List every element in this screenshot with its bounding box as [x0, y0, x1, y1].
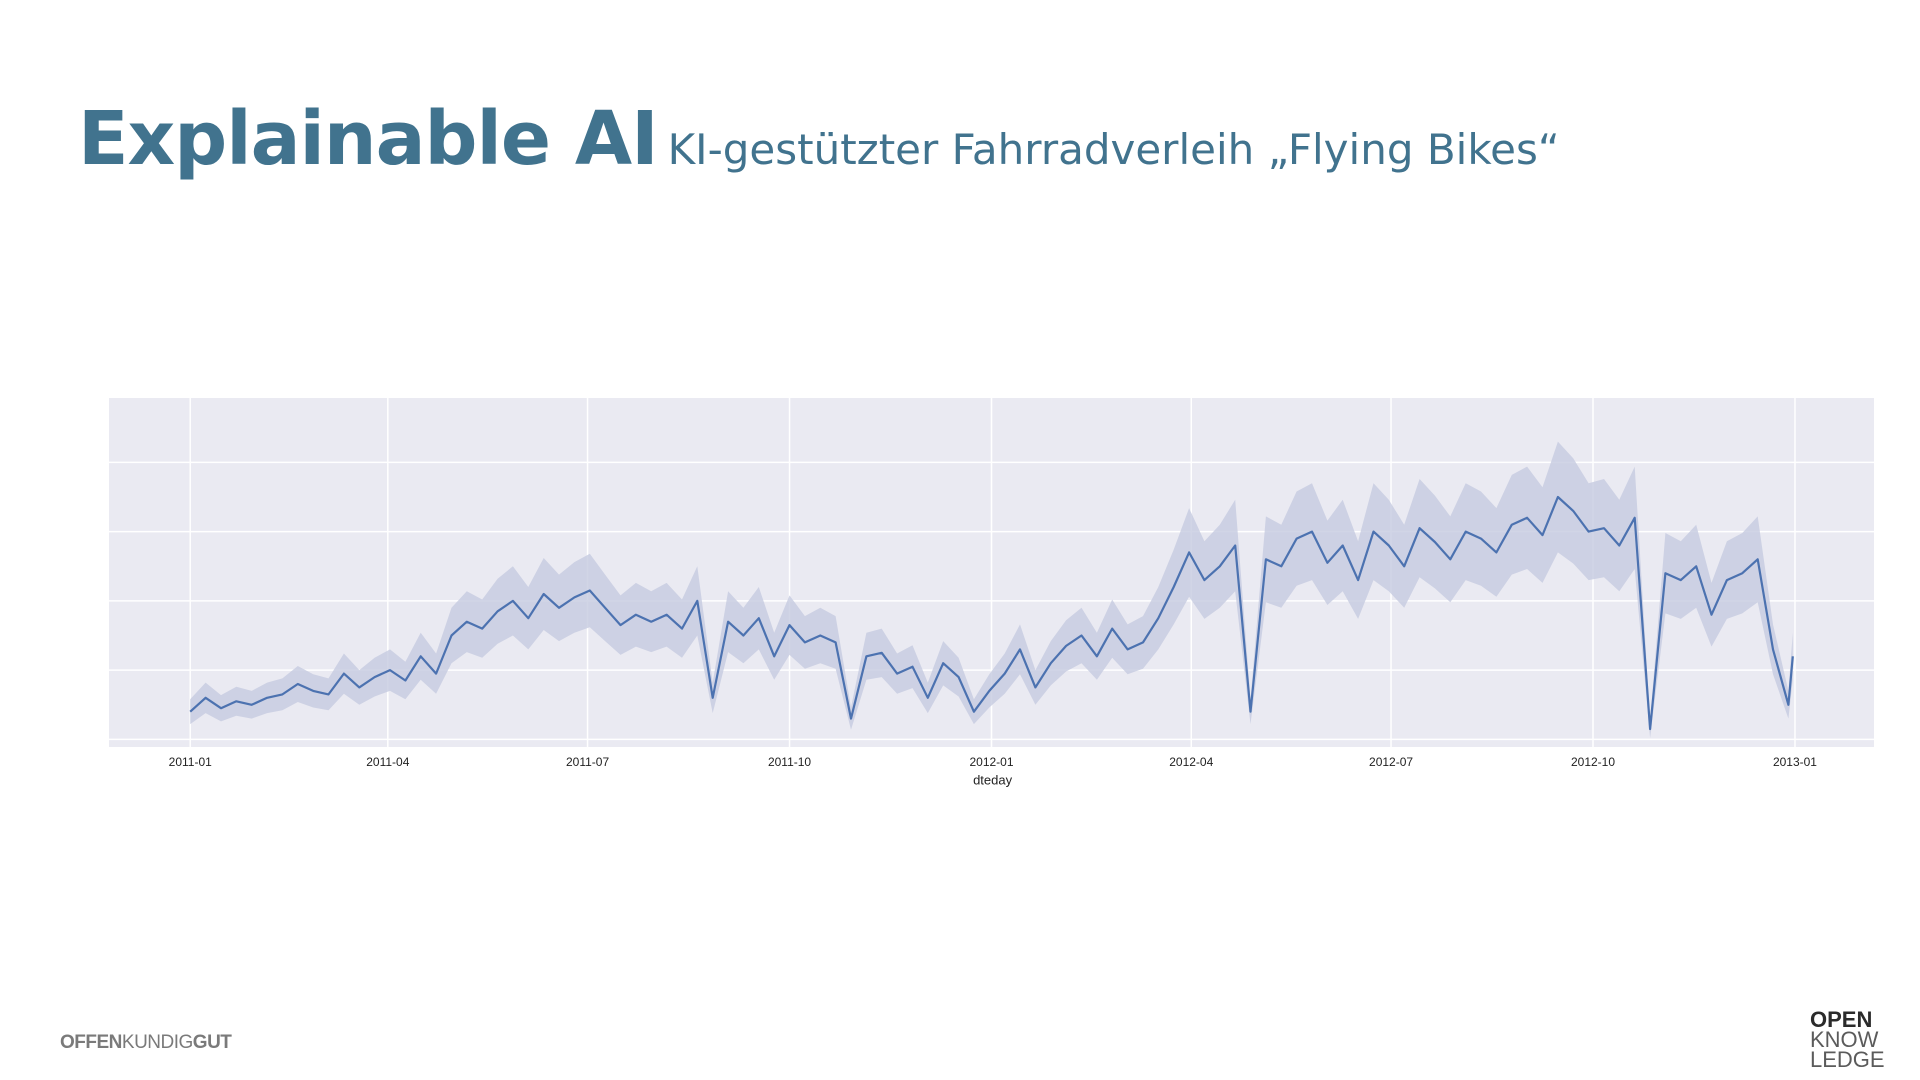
- x-tick-label: 2012-01: [969, 755, 1013, 769]
- brand-part: GUT: [192, 1032, 232, 1053]
- logo-line: LEDGE: [1810, 1047, 1885, 1072]
- x-tick-label: 2012-10: [1571, 755, 1615, 769]
- x-tick-label: 2013-01: [1773, 755, 1817, 769]
- x-tick-label: 2011-10: [768, 755, 811, 769]
- footer-brand: OFFENKUNDIGGUT: [60, 1032, 232, 1054]
- subtitle: KI-gestützter Fahrradverleih „Flying Bik…: [667, 125, 1560, 174]
- x-axis-label: dteday: [973, 772, 1013, 787]
- confidence-band: [190, 441, 1793, 738]
- x-tick-label: 2012-04: [1169, 755, 1213, 769]
- logo-line: OPEN: [1810, 1007, 1873, 1032]
- logo-line: KNOW: [1810, 1027, 1879, 1052]
- chart: 2011-01 2011-04 2011-07 2011-10 2012-01 2012-…: [109, 398, 1874, 787]
- title-block: Explainable AI KI-gestützter Fahrradverle…: [78, 96, 1560, 182]
- brand-part: OFFEN: [60, 1032, 122, 1053]
- x-tick-label: 2011-01: [169, 755, 212, 769]
- line: [189, 495, 1794, 731]
- x-tick-label: 2011-07: [566, 755, 609, 769]
- logo: OPEN KNOW LEDGE: [1810, 1007, 1885, 1072]
- x-tick-label: 2011-04: [366, 755, 409, 769]
- x-tick-label: 2012-07: [1369, 755, 1413, 769]
- brand-part: KUNDIG: [121, 1032, 193, 1053]
- title: Explainable AI: [78, 96, 659, 182]
